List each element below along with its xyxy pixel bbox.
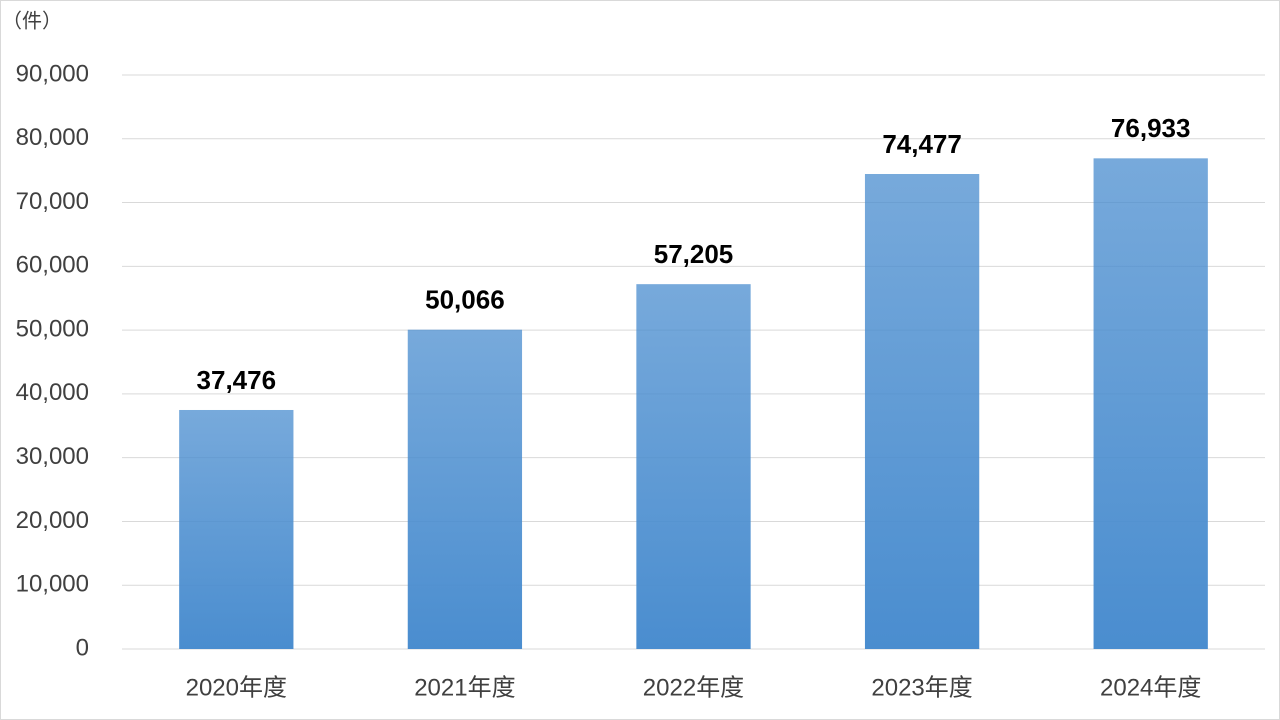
value-label: 76,933 bbox=[1111, 113, 1191, 143]
y-tick-label: 80,000 bbox=[16, 124, 89, 151]
x-tick-label: 2020年度 bbox=[186, 674, 287, 701]
bar bbox=[864, 174, 980, 649]
bar bbox=[636, 284, 751, 649]
y-tick-label: 40,000 bbox=[16, 379, 89, 406]
y-tick-label: 70,000 bbox=[16, 188, 89, 215]
bar bbox=[407, 329, 523, 649]
y-tick-label: 0 bbox=[76, 634, 89, 661]
x-tick-label: 2021年度 bbox=[414, 674, 515, 701]
y-tick-label: 60,000 bbox=[16, 252, 89, 279]
x-tick-label: 2023年度 bbox=[871, 674, 972, 701]
value-label: 37,476 bbox=[197, 365, 277, 395]
value-label: 50,066 bbox=[425, 285, 505, 315]
y-tick-label: 20,000 bbox=[16, 507, 89, 534]
y-tick-label: 90,000 bbox=[16, 60, 89, 87]
x-tick-label: 2024年度 bbox=[1100, 674, 1201, 701]
y-tick-label: 30,000 bbox=[16, 443, 89, 470]
unit-label: （件） bbox=[2, 9, 62, 32]
y-tick-label: 10,000 bbox=[16, 571, 89, 598]
value-label: 74,477 bbox=[882, 129, 962, 159]
x-tick-label: 2022年度 bbox=[643, 674, 744, 701]
value-label: 57,205 bbox=[654, 239, 734, 269]
bar bbox=[1093, 158, 1208, 649]
y-tick-label: 50,000 bbox=[16, 315, 89, 342]
bar bbox=[179, 409, 294, 649]
